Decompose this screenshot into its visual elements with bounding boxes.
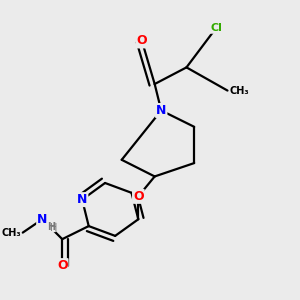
Text: H: H <box>50 223 57 232</box>
Text: Cl: Cl <box>210 23 222 33</box>
Text: CH₃: CH₃ <box>1 228 21 238</box>
Text: O: O <box>133 190 144 203</box>
Text: CH₃: CH₃ <box>230 85 249 96</box>
Text: N: N <box>37 213 47 226</box>
Text: O: O <box>136 34 147 47</box>
Text: O: O <box>57 259 68 272</box>
Text: H: H <box>47 222 55 232</box>
Text: N: N <box>77 193 87 206</box>
Text: N: N <box>156 104 166 117</box>
